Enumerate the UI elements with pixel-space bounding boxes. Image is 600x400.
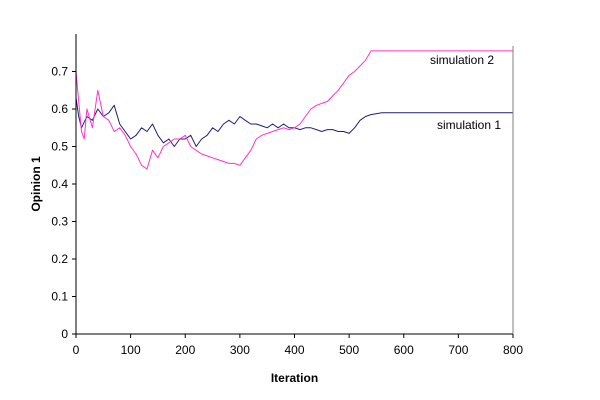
x-tick-label: 800	[503, 343, 523, 357]
y-tick-label: 0.6	[51, 102, 68, 116]
x-tick-label: 400	[284, 343, 304, 357]
x-tick-label: 0	[73, 343, 80, 357]
series-layer	[75, 50, 513, 170]
y-tick-label: 0.3	[51, 215, 68, 229]
x-tick-label: 100	[121, 343, 141, 357]
x-tick-label: 500	[339, 343, 359, 357]
series-line-1	[75, 97, 513, 147]
y-axis-title: Opinion 1	[29, 156, 43, 212]
y-tick-label: 0.7	[51, 65, 68, 79]
x-tick-label: 600	[394, 343, 414, 357]
y-tick-label: 0.1	[51, 290, 68, 304]
x-axis-title: Iteration	[271, 371, 318, 385]
y-tick-label: 0	[61, 327, 68, 341]
x-tick-label: 700	[448, 343, 468, 357]
y-tick-label: 0.5	[51, 140, 68, 154]
series-label-1: simulation 1	[437, 118, 501, 132]
x-tick-label: 300	[230, 343, 250, 357]
series-line-2	[75, 50, 513, 170]
x-tick-label: 200	[175, 343, 195, 357]
y-tick-label: 0.2	[51, 252, 68, 266]
labels-layer: 0 0.1 0.2 0.3 0.4 0.5 0.6 0.7 0 100 200 300 400 500 60…	[29, 53, 523, 385]
axes-layer	[72, 34, 514, 338]
series-label-2: simulation 2	[430, 53, 494, 67]
y-tick-label: 0.4	[51, 177, 68, 191]
